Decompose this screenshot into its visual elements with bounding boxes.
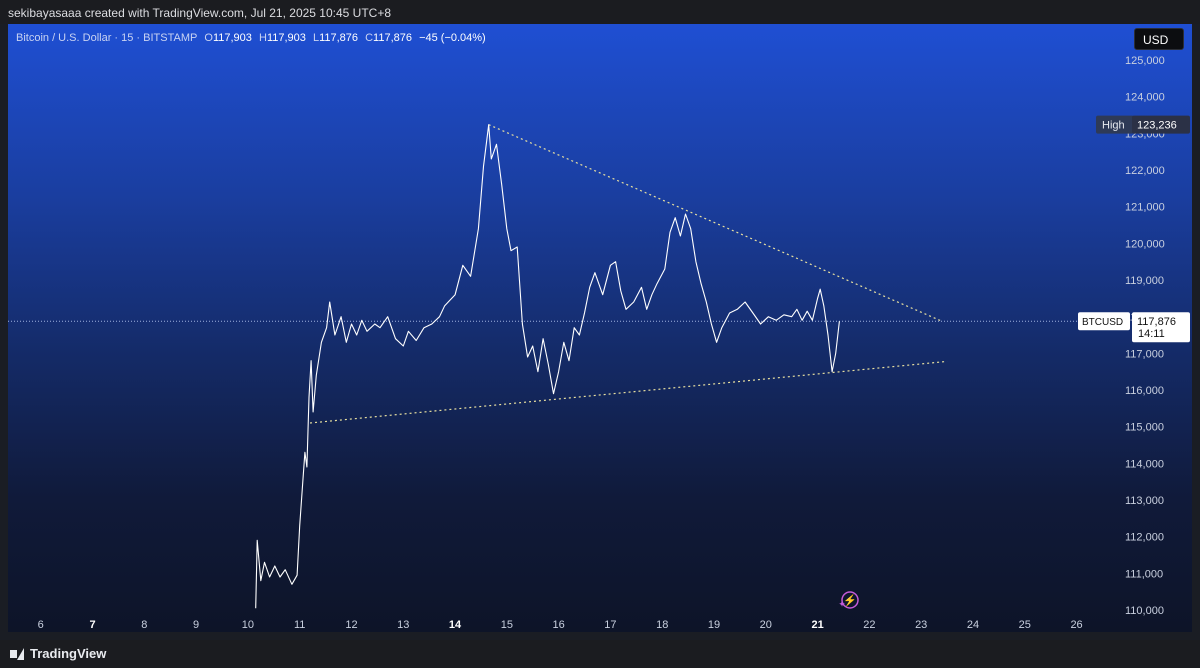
y-tick-label: 113,000	[1125, 495, 1164, 507]
x-tick-label: 12	[345, 619, 357, 631]
x-tick-label: 25	[1019, 619, 1031, 631]
close-label: C	[365, 32, 374, 44]
symbol-tag: BTCUSD	[1082, 317, 1123, 328]
price-chart[interactable]: 110,000 111,000 112,000 113,000 114,000 115,0…	[8, 24, 1192, 632]
low-label: L	[312, 32, 320, 44]
price-tag: BTCUSD 117,876 14:11	[1078, 312, 1190, 343]
symbol-legend[interactable]: Bitcoin / U.S. Dollar · 15 · BITSTAMP O1…	[16, 32, 486, 44]
symbol-info: Bitcoin / U.S. Dollar · 15 · BITSTAMP	[16, 32, 198, 44]
tradingview-logo[interactable]: TradingView	[10, 646, 106, 661]
chart-area[interactable]: 110,000 111,000 112,000 113,000 114,000 115,0…	[8, 24, 1192, 632]
currency-button[interactable]: USD	[1134, 28, 1184, 50]
change-value: −45 (−0.04%)	[419, 32, 486, 44]
x-tick-label: 20	[760, 619, 772, 631]
x-tick-label: 9	[193, 619, 199, 631]
x-tick-label: 10	[242, 619, 254, 631]
trendlines-layer	[309, 124, 948, 424]
x-tick-label: 23	[915, 619, 927, 631]
price-series-line	[255, 124, 840, 609]
high-value: 123,236	[1137, 120, 1177, 132]
author-byline: sekibayasaaa created with TradingView.co…	[8, 6, 392, 20]
y-tick-label: 122,000	[1125, 165, 1165, 177]
x-tick-label: 8	[141, 619, 147, 631]
symbol-tag-box	[1078, 312, 1130, 331]
x-tick-label: 11	[294, 619, 305, 631]
tradingview-logo-icon	[10, 647, 24, 660]
x-tick-label: 16	[553, 619, 565, 631]
y-tick-label: 119,000	[1125, 275, 1164, 287]
price-tag-box	[1132, 312, 1190, 343]
y-tick-label: 112,000	[1125, 532, 1164, 544]
open-label: O	[204, 32, 213, 44]
y-tick-label: 116,000	[1125, 385, 1164, 397]
price-tag-value: 117,876	[1137, 316, 1176, 328]
y-tick-label: 110,000	[1125, 605, 1164, 617]
trendline-upper	[488, 124, 943, 322]
y-tick-label: 121,000	[1125, 202, 1165, 214]
x-tick-label: 24	[967, 619, 979, 631]
alert-icon-circle	[841, 591, 859, 609]
high-value-legend: 117,903	[266, 32, 306, 44]
y-tick-label: 111,000	[1125, 568, 1163, 580]
brand-name: TradingView	[30, 646, 107, 661]
top-bar: sekibayasaaa created with TradingView.co…	[0, 0, 1200, 24]
x-tick-label: 21	[811, 619, 823, 631]
x-tick-label: 13	[397, 619, 409, 631]
high-marker: High 123,236	[1096, 115, 1190, 134]
high-label: High	[1102, 120, 1125, 132]
x-tick-label: 15	[501, 619, 513, 631]
sparkle-icon: ✦	[838, 599, 846, 609]
y-tick-label: 114,000	[1125, 458, 1164, 470]
x-tick-label: 22	[863, 619, 875, 631]
open-value: 117,903	[212, 32, 252, 44]
y-tick-label: 120,000	[1125, 238, 1165, 250]
high-label-legend: H	[258, 32, 267, 44]
y-tick-label: 125,000	[1125, 55, 1165, 67]
close-value: 117,876	[373, 32, 412, 44]
y-tick-label: 124,000	[1125, 92, 1165, 104]
x-tick-label: 7	[89, 619, 95, 631]
low-value: 117,876	[319, 32, 359, 44]
x-axis-ticks: 6 7 8 9 10 11 12 13 14 15 16 17 18 19 20 21 22 23 24 25 26	[38, 619, 1083, 631]
x-tick-label: 18	[656, 619, 668, 631]
x-tick-label: 17	[604, 619, 616, 631]
alert-icon[interactable]: ⚡ ✦	[838, 591, 859, 609]
high-value-box	[1132, 115, 1190, 134]
x-tick-label: 14	[449, 619, 462, 631]
y-tick-label: 115,000	[1125, 422, 1164, 434]
lightning-icon: ⚡	[843, 594, 857, 607]
trendline-lower	[309, 360, 948, 424]
footer-bar: TradingView	[0, 640, 1200, 668]
y-tick-label: 117,000	[1125, 348, 1164, 360]
price-tag-countdown: 14:11	[1138, 328, 1165, 340]
high-marker-box	[1096, 115, 1134, 134]
x-tick-label: 6	[38, 619, 44, 631]
x-tick-label: 26	[1070, 619, 1082, 631]
x-tick-label: 19	[708, 619, 720, 631]
